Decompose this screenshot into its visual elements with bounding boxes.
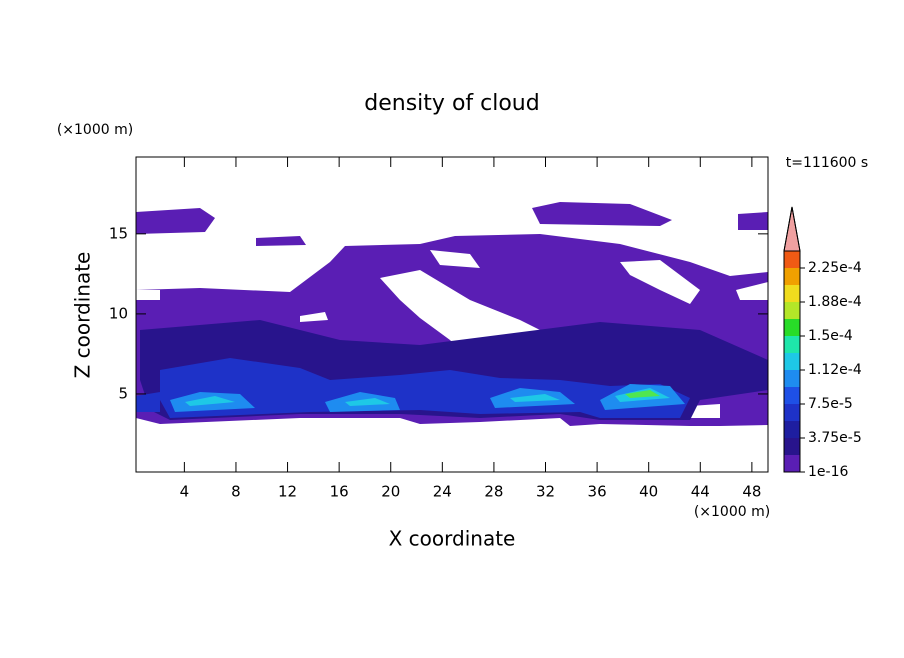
- colorbar-band: [784, 353, 800, 370]
- annotation: t=111600 s: [786, 155, 868, 171]
- colorbar-band: [784, 455, 800, 472]
- colorbar-label: 3.75e-5: [808, 430, 862, 446]
- plot-frame: [135, 156, 769, 473]
- colorbar-band: [784, 421, 800, 438]
- colorbar-band: [784, 370, 800, 387]
- x-tick-label: 24: [433, 483, 452, 501]
- x-tick-label: 40: [639, 483, 658, 501]
- x-tick-label: 28: [484, 483, 503, 501]
- x-tick-label: 8: [231, 483, 241, 501]
- y-axis-title: Z coordinate: [71, 252, 95, 379]
- contour-region: [170, 384, 685, 412]
- colorbar-over: [783, 206, 801, 252]
- contour-hole: [136, 250, 768, 418]
- colorbar-label: 1.5e-4: [808, 328, 853, 344]
- chart-title: density of cloud: [364, 91, 539, 116]
- colorbar-label: 2.25e-4: [808, 260, 862, 276]
- colorbar-band: [784, 302, 800, 319]
- x-axis-title: X coordinate: [389, 527, 516, 551]
- colorbar-band: [784, 285, 800, 302]
- contours: [136, 202, 768, 426]
- colorbar-frame: [783, 206, 801, 473]
- x-tick-label: 32: [536, 483, 555, 501]
- colorbar-band: [784, 387, 800, 404]
- y-tick-label: 5: [118, 384, 128, 402]
- colorbar-band: [784, 438, 800, 455]
- x-tick-label: 44: [691, 483, 710, 501]
- colorbar-band: [784, 404, 800, 421]
- colorbar-label: 1.88e-4: [808, 294, 862, 310]
- y-tick-label: 15: [109, 224, 128, 242]
- colorbar-label: 7.5e-5: [808, 396, 853, 412]
- colorbar-band: [784, 251, 800, 268]
- colorbar-band: [784, 336, 800, 353]
- colorbar-label: 1e-16: [808, 464, 848, 480]
- colorbar-label: 1.12e-4: [808, 362, 862, 378]
- colorbar-band: [784, 268, 800, 285]
- y-tick-label: 10: [109, 304, 128, 322]
- colorbar-band: [784, 319, 800, 336]
- y-unit: (×1000 m): [57, 122, 133, 138]
- x-tick-label: 12: [278, 483, 297, 501]
- x-unit: (×1000 m): [694, 504, 770, 520]
- x-tick-label: 4: [180, 483, 190, 501]
- x-tick-label: 48: [742, 483, 761, 501]
- x-tick-label: 20: [381, 483, 400, 501]
- contour-region: [625, 390, 660, 398]
- x-tick-label: 16: [330, 483, 349, 501]
- x-tick-label: 36: [588, 483, 607, 501]
